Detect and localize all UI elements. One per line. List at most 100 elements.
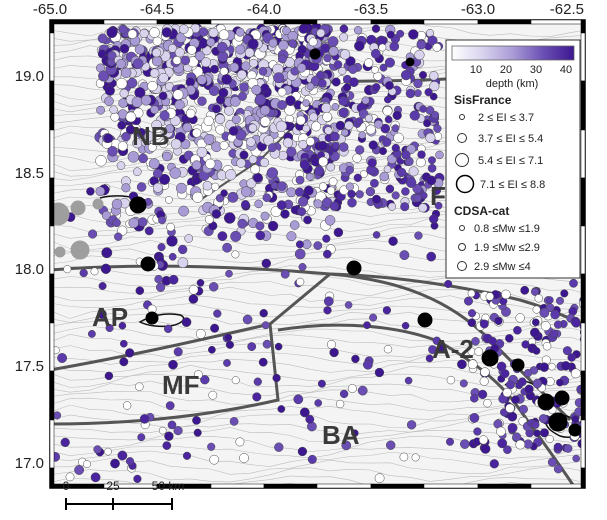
cdsa-symbol [457, 261, 467, 271]
earthquake-marker [119, 339, 128, 348]
frame-tick-segment [370, 19, 425, 25]
earthquake-marker [372, 231, 381, 239]
earthquake-marker [335, 399, 345, 409]
earthquake-marker [332, 141, 340, 150]
earthquake-marker [384, 115, 393, 124]
earthquake-marker [144, 131, 155, 142]
frame-tick-segment [49, 129, 55, 179]
earthquake-marker [311, 121, 322, 132]
earthquake-marker [432, 42, 442, 52]
earthquake-marker [178, 205, 189, 217]
earthquake-marker [548, 362, 556, 371]
earthquake-marker [353, 26, 363, 35]
earthquake-marker [555, 296, 565, 305]
earthquake-marker [165, 401, 175, 411]
cdsa-symbol [458, 243, 466, 251]
earthquake-marker [379, 147, 387, 156]
earthquake-marker [393, 132, 404, 144]
depth-contour [50, 404, 585, 420]
earthquake-marker [323, 54, 332, 63]
earthquake-marker [308, 37, 318, 47]
earthquake-marker [211, 209, 222, 219]
earthquake-marker [178, 244, 188, 255]
earthquake-marker [322, 111, 333, 122]
frame-tick-segment [316, 483, 372, 489]
frame-tick-segment [580, 80, 586, 131]
earthquake-marker [324, 126, 333, 135]
lat-tick-label: 19.0 [15, 68, 44, 85]
earthquake-marker [208, 282, 219, 292]
sisfrance-title: SisFrance [454, 93, 512, 107]
earthquake-marker [298, 23, 309, 34]
earthquake-marker [222, 242, 233, 253]
earthquake-marker [413, 194, 422, 203]
earthquake-marker [53, 411, 62, 420]
earthquake-marker [151, 119, 162, 131]
earthquake-marker [406, 177, 417, 188]
earthquake-marker [248, 155, 258, 164]
earthquake-marker [217, 51, 229, 62]
earthquake-marker [277, 87, 287, 97]
fault-line [269, 272, 331, 326]
earthquake-marker [213, 309, 222, 318]
earthquake-marker [412, 183, 422, 194]
earthquake-marker [392, 110, 402, 121]
earthquake-marker [502, 387, 512, 398]
earthquake-marker [220, 189, 228, 197]
depth-tick-label: 20 [500, 64, 512, 76]
earthquake-marker [125, 111, 137, 123]
earthquake-marker [562, 346, 572, 356]
legend: 10 20 30 40 depth (km) SisFrance 2 ≤ EI … [445, 39, 581, 279]
earthquake-marker [382, 105, 393, 116]
earthquake-marker [483, 398, 492, 408]
earthquake-marker [253, 377, 262, 386]
earthquake-marker [121, 183, 131, 193]
earthquake-marker [295, 115, 306, 126]
earthquake-marker [339, 32, 349, 42]
lon-tick-label: -64.5 [140, 1, 174, 18]
earthquake-marker [286, 187, 297, 198]
depth-contour [50, 412, 585, 429]
earthquake-marker [307, 454, 317, 464]
earthquake-marker [168, 359, 178, 370]
earthquake-marker [132, 58, 144, 70]
earthquake-marker [185, 108, 196, 119]
earthquake-marker [117, 141, 128, 152]
earthquake-marker [158, 216, 167, 225]
earthquake-marker [355, 145, 365, 155]
earthquake-marker [383, 165, 392, 174]
earthquake-marker [331, 102, 340, 111]
earthquake-marker [382, 306, 392, 315]
lon-tick-label: -65.0 [33, 1, 67, 18]
earthquake-marker [135, 286, 145, 295]
earthquake-marker [339, 24, 349, 34]
earthquake-marker [152, 168, 163, 179]
earthquake-marker [208, 345, 216, 354]
earthquake-marker [280, 209, 290, 219]
earthquake-marker [188, 294, 199, 304]
earthquake-marker [318, 156, 329, 167]
earthquake-marker [329, 347, 339, 358]
earthquake-marker [531, 318, 540, 327]
earthquake-marker [239, 82, 249, 92]
earthquake-marker [168, 274, 179, 285]
earthquake-marker [188, 284, 199, 295]
earthquake-marker [151, 56, 163, 67]
earthquake-marker [352, 153, 362, 163]
earthquake-marker [210, 64, 219, 74]
depth-colorbar [451, 45, 575, 61]
earthquake-marker [446, 375, 456, 385]
earthquake-marker [252, 392, 262, 402]
earthquake-marker [215, 124, 226, 135]
earthquake-marker [203, 134, 215, 145]
earthquake-marker [261, 258, 272, 269]
sisfrance-symbol [455, 174, 475, 194]
earthquake-marker [154, 274, 163, 284]
earthquake-marker [231, 376, 240, 385]
historical-earthquake-marker [481, 349, 499, 367]
earthquake-marker [192, 416, 201, 425]
earthquake-marker [429, 92, 438, 101]
earthquake-marker [305, 137, 315, 146]
earthquake-marker [231, 114, 241, 125]
sisfrance-symbol [455, 153, 469, 167]
